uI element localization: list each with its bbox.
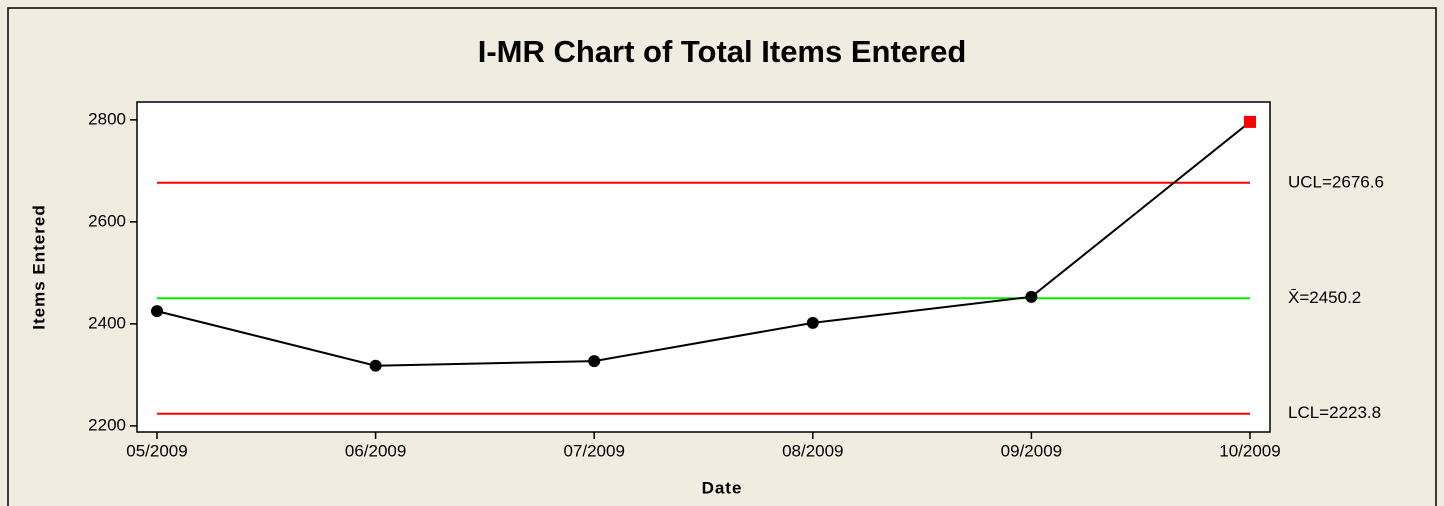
x-tick-label: 06/2009 — [345, 441, 406, 460]
x-tick-label: 07/2009 — [563, 441, 624, 460]
y-tick-label: 2400 — [88, 313, 126, 332]
plot-area — [136, 101, 1271, 433]
x-axis-label: Date — [702, 478, 743, 497]
x-tick-label: 05/2009 — [126, 441, 187, 460]
data-point — [369, 359, 382, 372]
data-point — [806, 316, 819, 329]
out-of-control-point — [1244, 115, 1256, 128]
control-line-label: X̄=2450.2 — [1288, 288, 1361, 307]
y-tick-label: 2200 — [88, 415, 126, 434]
y-tick-label: 2800 — [88, 109, 126, 128]
x-tick-label: 08/2009 — [782, 441, 843, 460]
series-line — [156, 121, 1251, 367]
y-tick-label: 2600 — [88, 211, 126, 230]
chart-title: I-MR Chart of Total Items Entered — [478, 34, 967, 69]
control-line-label: UCL=2676.6 — [1288, 172, 1384, 191]
data-point — [1025, 290, 1038, 303]
data-point — [151, 305, 163, 318]
x-tick-label: 10/2009 — [1219, 441, 1280, 460]
data-point — [588, 355, 601, 368]
control-line-label: LCL=2223.8 — [1288, 403, 1381, 422]
y-axis-label: Items Entered — [29, 204, 48, 329]
x-tick-label: 09/2009 — [1001, 441, 1062, 460]
